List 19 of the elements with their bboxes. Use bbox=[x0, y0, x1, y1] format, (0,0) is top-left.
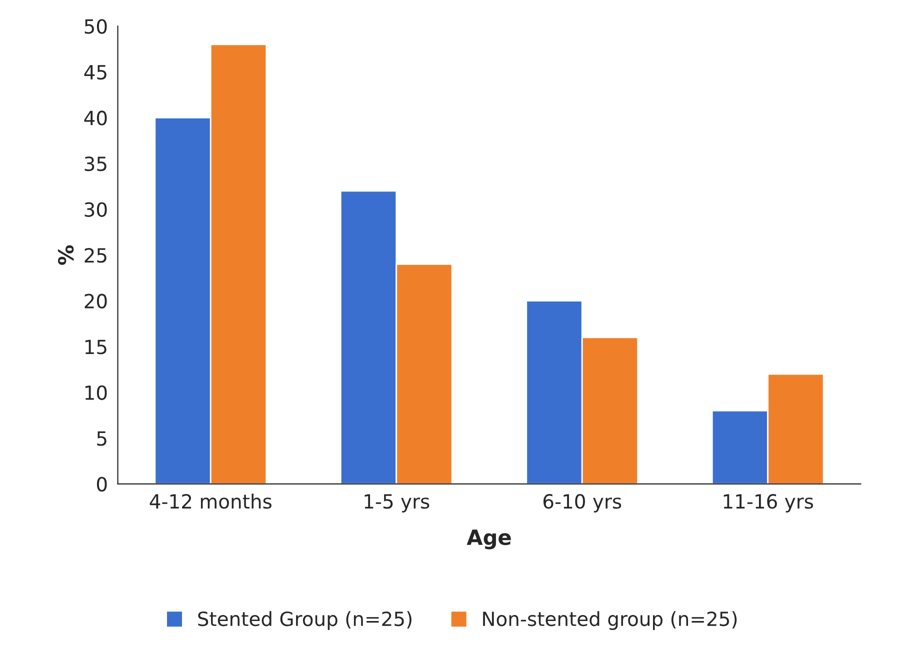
y-tick-label: 35 bbox=[84, 156, 106, 172]
y-tick-label: 25 bbox=[84, 248, 106, 263]
y-tick-label: 0 bbox=[96, 476, 107, 492]
y-tick-label: 5 bbox=[97, 431, 106, 446]
legend-label: Stented Group (n=25) bbox=[198, 611, 412, 630]
y-tick-label: 45 bbox=[84, 65, 106, 80]
y-tick-label: 30 bbox=[84, 202, 107, 217]
y-tick-label: 20 bbox=[84, 294, 107, 309]
x-axis-title: Age bbox=[466, 530, 511, 550]
y-tick-label: 40 bbox=[84, 110, 107, 126]
y-axis-title: % bbox=[58, 245, 74, 265]
legend-label: Non-stented group (n=25) bbox=[483, 611, 737, 630]
x-tick-label: 1-5 yrs bbox=[364, 494, 430, 512]
x-tick-label: 11-16 yrs bbox=[724, 494, 814, 512]
x-tick-label: 4-12 months bbox=[150, 494, 272, 509]
y-tick-label: 50 bbox=[84, 19, 107, 34]
y-tick-label: 15 bbox=[85, 340, 106, 354]
x-tick-label: 6-10 yrs bbox=[543, 494, 622, 512]
y-tick-label: 10 bbox=[85, 385, 107, 400]
